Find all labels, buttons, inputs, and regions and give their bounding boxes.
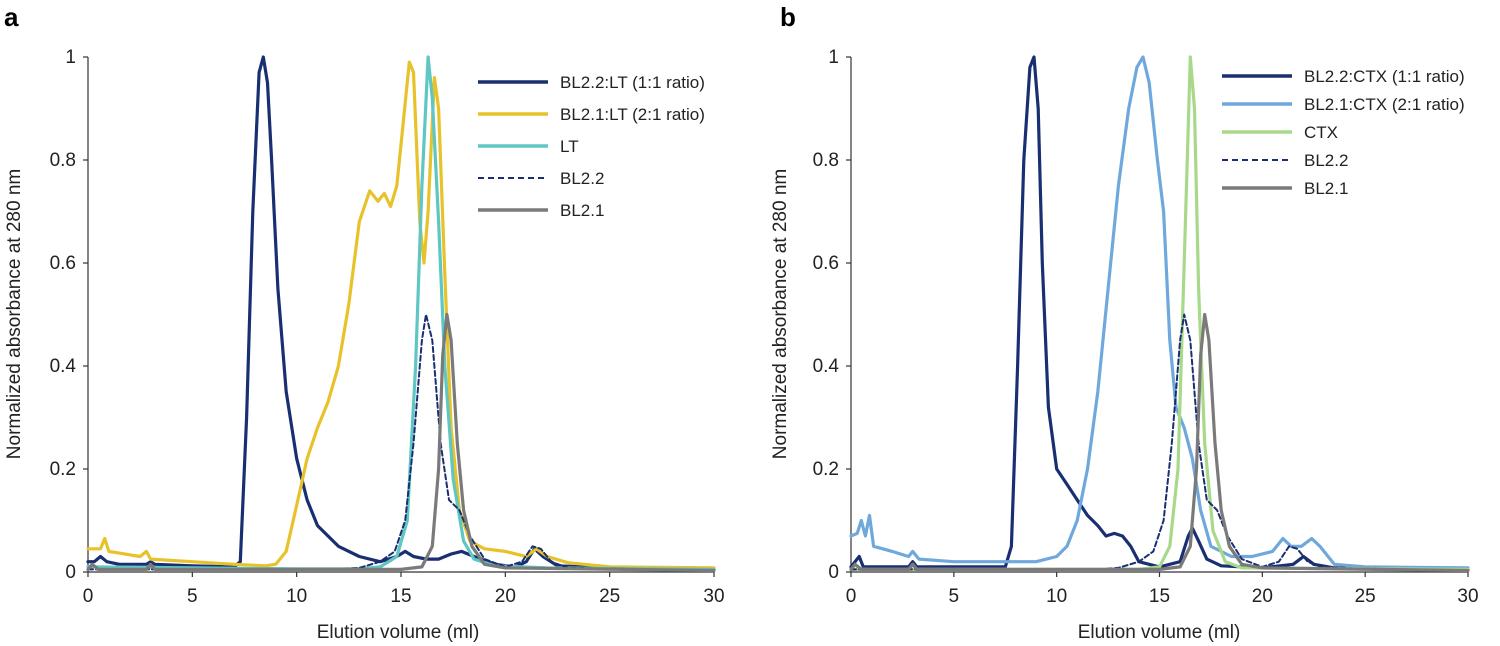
panel-b-x-tick-label-15: 15: [1149, 586, 1170, 607]
panel-a-x-tick-label-10: 10: [286, 586, 307, 607]
panel-b-series-line-5: [849, 312, 1470, 573]
panel-a-axes: 0 5 10 15 20 25 30 0 0.2 0.4 0.6 0.8 1: [50, 47, 725, 607]
panel-a-legend-label-4: BL2.2: [560, 169, 604, 188]
panel-b-legend-label-5: BL2.1: [1304, 179, 1348, 198]
panel-b-legend-item-2: BL2.1:CTX (2:1 ratio): [1222, 95, 1465, 114]
panel-a-legend-item-1: BL2.2:LT (1:1 ratio): [478, 73, 705, 92]
panel-a-legend-item-2: BL2.1:LT (2:1 ratio): [478, 105, 705, 124]
panel-a-x-tick-label-20: 20: [495, 586, 516, 607]
panel-b-series-line-1: [849, 55, 1470, 571]
panel-b-legend-label-3: CTX: [1304, 123, 1338, 142]
panel-a-series-line-4: [87, 313, 715, 572]
panel-b-legend-item-5: BL2.1: [1222, 179, 1348, 198]
panel-a-y-tick-label-2: 0.4: [50, 356, 77, 377]
panel-b-y-axis-title: Normalized absorbance at 280 nm: [770, 169, 791, 459]
panel-b-x-tick-label-20: 20: [1252, 586, 1273, 607]
panel-a-legend: BL2.2:LT (1:1 ratio) BL2.1:LT (2:1 ratio…: [478, 73, 705, 220]
panel-b-x-tick-label-25: 25: [1355, 586, 1376, 607]
panel-b: b 0 5 10 15 20 25 30 0 0.2 0.4 0.6 0.8 1 Elution vol…: [770, 2, 1479, 643]
panel-b-legend-item-1: BL2.2:CTX (1:1 ratio): [1222, 67, 1465, 86]
panel-b-x-axis-title: Elution volume (ml): [1078, 622, 1241, 643]
panel-a-legend-item-3: LT: [478, 137, 579, 156]
panel-b-series-line-3: [849, 55, 1470, 571]
panel-b-y-tick-label-2: 0.4: [813, 356, 840, 377]
panel-b-legend: BL2.2:CTX (1:1 ratio) BL2.1:CTX (2:1 rat…: [1222, 67, 1465, 198]
panel-b-series-line-2: [849, 55, 1470, 570]
panel-a-y-tick-label-5: 1: [65, 47, 76, 68]
panel-a-x-tick-label-0: 0: [83, 586, 94, 607]
panel-b-legend-label-2: BL2.1:CTX (2:1 ratio): [1304, 95, 1465, 114]
panel-a-legend-label-5: BL2.1: [560, 201, 604, 220]
panel-b-x-tick-label-0: 0: [846, 586, 857, 607]
panel-b-x-tick-label-10: 10: [1046, 586, 1067, 607]
panel-a-x-axis-title: Elution volume (ml): [317, 622, 480, 643]
panel-a-y-tick-label-3: 0.6: [50, 253, 76, 274]
panel-b-x-tick-label-5: 5: [949, 586, 960, 607]
panel-a-series: [86, 55, 716, 573]
panel-b-series-line-4: [850, 313, 1469, 572]
panel-a-legend-item-4: BL2.2: [478, 169, 604, 188]
panel-b-legend-item-4: BL2.2: [1222, 151, 1348, 170]
panel-a-x-tick-label-25: 25: [599, 586, 620, 607]
panel-a-y-axis-title: Normalized absorbance at 280 nm: [4, 169, 25, 459]
panel-a-x-tick-label-30: 30: [703, 586, 724, 607]
panel-a-series-line-2: [86, 60, 716, 570]
panel-a-legend-label-2: BL2.1:LT (2:1 ratio): [560, 105, 705, 124]
panel-b-y-tick-label-4: 0.8: [813, 150, 839, 171]
panel-a: a 0 5 10 15 20 25 30 0 0.2 0.4 0.6 0.8 1 Elution vol…: [4, 2, 725, 643]
panel-b-legend-item-3: CTX: [1222, 123, 1338, 142]
panel-a-x-tick-label-15: 15: [390, 586, 411, 607]
panel-b-y-tick-label-1: 0.2: [813, 459, 839, 480]
panel-b-y-tick-label-0: 0: [828, 562, 839, 583]
panel-a-letter: a: [4, 2, 19, 32]
panel-b-y-tick-label-3: 0.6: [813, 253, 839, 274]
panel-a-x-tick-label-5: 5: [187, 586, 198, 607]
panel-b-letter: b: [780, 2, 796, 32]
panel-b-series: [849, 55, 1470, 573]
panel-a-legend-label-1: BL2.2:LT (1:1 ratio): [560, 73, 705, 92]
panel-b-legend-label-4: BL2.2: [1304, 151, 1348, 170]
panel-a-series-line-5: [86, 312, 716, 573]
panel-a-y-tick-label-4: 0.8: [50, 150, 76, 171]
panel-a-legend-item-5: BL2.1: [478, 201, 604, 220]
panel-a-legend-label-3: LT: [560, 137, 579, 156]
panel-b-axes: 0 5 10 15 20 25 30 0 0.2 0.4 0.6 0.8 1: [813, 47, 1479, 607]
panel-b-x-tick-label-30: 30: [1457, 586, 1478, 607]
panel-a-y-tick-label-0: 0: [65, 562, 76, 583]
panel-b-legend-label-1: BL2.2:CTX (1:1 ratio): [1304, 67, 1465, 86]
panel-a-y-tick-label-1: 0.2: [50, 459, 76, 480]
panel-b-y-tick-label-5: 1: [828, 47, 839, 68]
